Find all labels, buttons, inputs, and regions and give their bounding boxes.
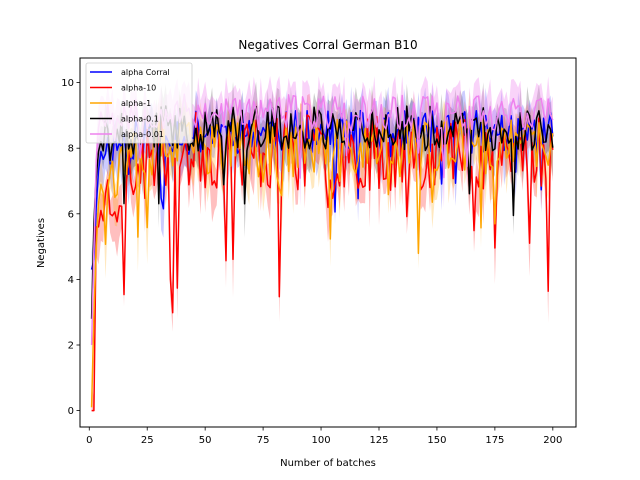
y-axis-label: Negatives (36, 218, 47, 268)
legend-label: alpha-1 (121, 99, 151, 108)
x-tick-label: 25 (141, 435, 154, 446)
x-tick-label: 100 (311, 435, 330, 446)
legend-label: alpha-0.1 (121, 115, 159, 124)
legend: alpha Corral alpha-10 alpha-1 alpha-0.1 alph… (85, 62, 193, 144)
x-axis-ticks: 0 25 50 75 100 125 150 175 200 (86, 427, 562, 446)
x-tick-label: 200 (543, 435, 562, 446)
legend-label: alpha-10 (121, 84, 156, 93)
y-tick-label: 10 (61, 78, 74, 89)
x-tick-label: 0 (86, 435, 92, 446)
chart-title: Negatives Corral German B10 (238, 38, 417, 52)
legend-box (85, 62, 193, 144)
confidence-band (91, 76, 553, 362)
y-tick-label: 0 (68, 406, 74, 417)
x-tick-label: 175 (485, 435, 504, 446)
legend-label: alpha Corral (121, 68, 170, 77)
y-axis-ticks: 0 2 4 6 8 10 (61, 78, 80, 417)
x-axis-label: Number of batches (280, 458, 376, 469)
plot-frame (79, 57, 577, 428)
x-tick-label: 125 (369, 435, 388, 446)
x-tick-label: 75 (257, 435, 270, 446)
y-tick-label: 2 (68, 341, 74, 352)
x-tick-label: 150 (427, 435, 446, 446)
legend-label: alpha-0.01 (121, 130, 164, 139)
y-tick-label: 6 (68, 209, 74, 220)
y-tick-label: 4 (68, 275, 74, 286)
y-tick-label: 8 (68, 144, 74, 155)
x-tick-label: 50 (199, 435, 212, 446)
